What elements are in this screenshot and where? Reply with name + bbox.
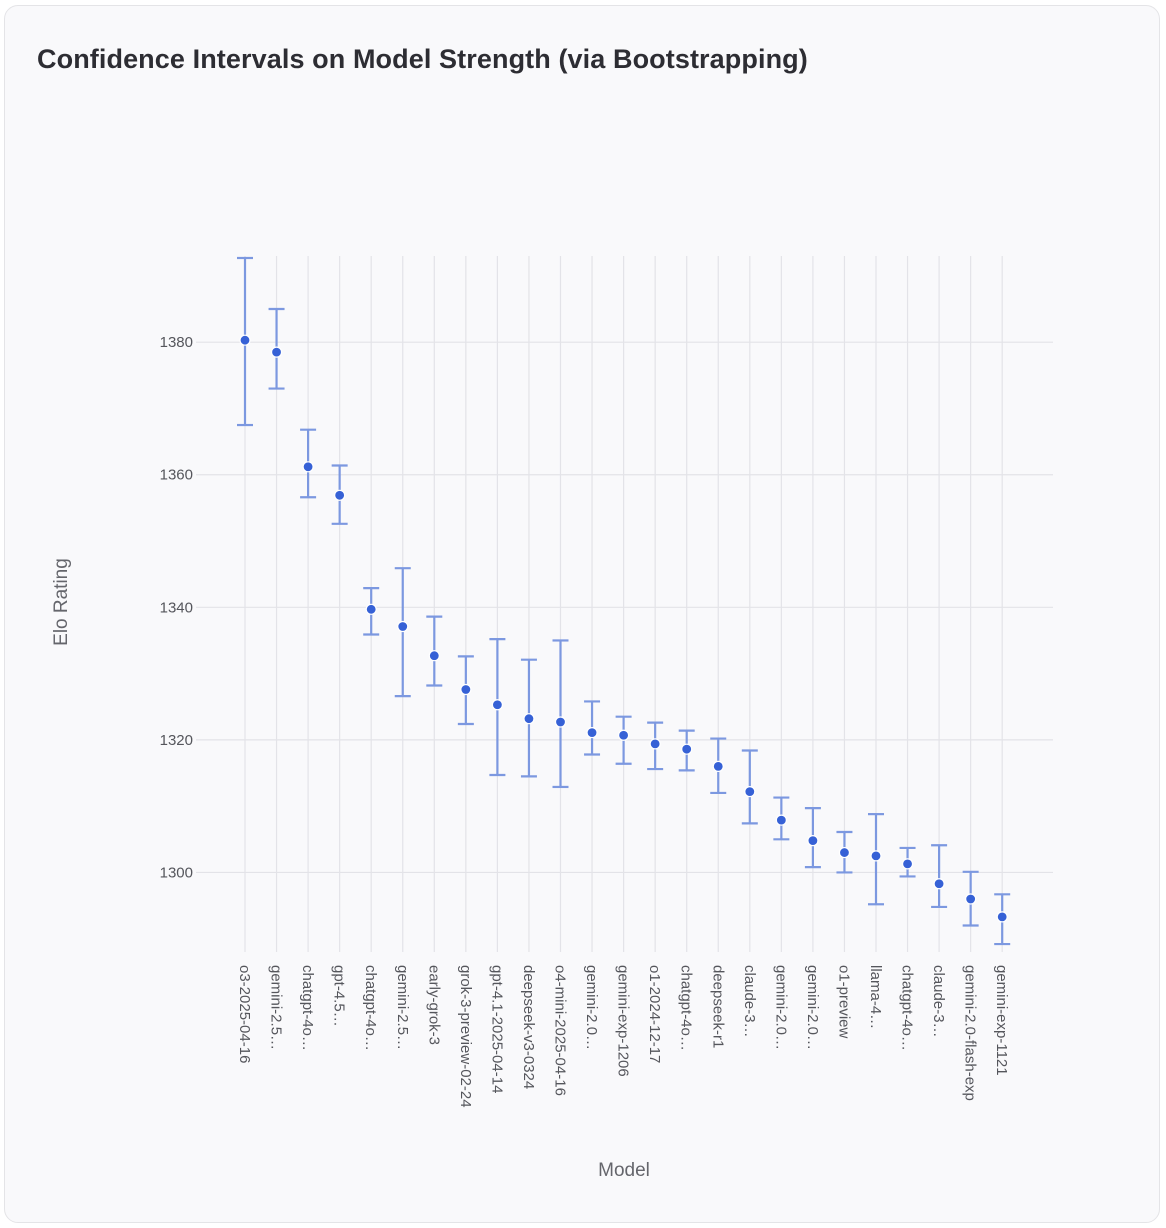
x-tick-label: gemini-2.0… xyxy=(772,965,789,1050)
data-point xyxy=(239,334,251,346)
y-tick-label: 1360 xyxy=(160,467,193,484)
y-tick-label: 1380 xyxy=(160,334,193,351)
x-tick-label: o4-mini-2025-04-16 xyxy=(552,965,569,1096)
y-axis-title: Elo Rating xyxy=(51,558,72,646)
x-tick-label: early-grok-3 xyxy=(425,965,442,1045)
x-tick-label: o1-2024-12-17 xyxy=(646,965,663,1063)
chart-card: Confidence Intervals on Model Strength (… xyxy=(4,5,1160,1223)
x-tick-label: grok-3-preview-02-24 xyxy=(457,965,474,1108)
y-tick-labels: 1300 1320 1340 1360 1380 xyxy=(160,334,193,881)
x-tick-label: claude-3… xyxy=(930,965,947,1038)
x-tick-label: chatgpt-4o… xyxy=(899,965,916,1051)
y-tick-label: 1320 xyxy=(160,732,193,749)
x-tick-label: deepseek-v3-0324 xyxy=(520,965,537,1089)
data-point xyxy=(586,726,598,739)
error-bar xyxy=(552,639,569,789)
data-point xyxy=(270,346,283,358)
data-point xyxy=(744,785,756,798)
x-tick-label: llama-4… xyxy=(867,965,884,1029)
data-points xyxy=(239,334,1008,923)
x-tick-label: chatgpt-4o… xyxy=(299,965,316,1051)
error-bar xyxy=(931,844,948,909)
y-tick-label: 1340 xyxy=(160,599,193,616)
data-point xyxy=(996,911,1008,923)
data-point xyxy=(838,846,851,859)
data-point xyxy=(302,461,314,473)
data-point xyxy=(523,713,535,725)
x-tick-label: o1-preview xyxy=(835,965,852,1039)
x-tick-label: gemini-exp-1206 xyxy=(615,965,632,1077)
x-axis-title: Model xyxy=(598,1160,650,1181)
y-tick-label: 1300 xyxy=(160,864,193,881)
x-tick-label: o3-2025-04-16 xyxy=(236,965,253,1063)
data-point xyxy=(397,620,409,633)
x-tick-label: gpt-4.5… xyxy=(331,965,348,1027)
data-point xyxy=(491,699,503,711)
x-tick-label: gemini-2.0… xyxy=(583,965,600,1050)
x-tick-label: gpt-4.1-2025-04-14 xyxy=(488,965,505,1093)
x-tick-label: gemini-2.5… xyxy=(268,965,285,1050)
data-point xyxy=(870,850,882,862)
data-point xyxy=(334,489,346,501)
x-tick-label: claude-3… xyxy=(741,965,758,1038)
x-tick-label: gemini-2.0-flash-exp xyxy=(962,965,979,1101)
data-point xyxy=(712,760,724,773)
card-title: Confidence Intervals on Model Strength (… xyxy=(37,44,808,74)
data-point xyxy=(807,835,819,847)
x-tick-label: gemini-2.5… xyxy=(394,965,411,1050)
data-point xyxy=(775,814,787,826)
data-point xyxy=(428,650,440,662)
x-tick-label: chatgpt-4o… xyxy=(362,965,379,1051)
data-point xyxy=(933,878,945,890)
x-gridlines xyxy=(244,256,1003,952)
data-point xyxy=(901,858,914,870)
data-point xyxy=(965,893,977,905)
data-point xyxy=(681,743,693,755)
x-tick-label: gemini-exp-1121 xyxy=(993,965,1010,1076)
data-point xyxy=(554,716,567,728)
x-tick-label: gemini-2.0… xyxy=(804,965,821,1050)
x-tick-labels: o3-2025-04-16 gemini-2.5… chatgpt-4o… gpt-4… xyxy=(236,965,1010,1108)
x-tick-label: deepseek-r1 xyxy=(709,965,726,1048)
data-point xyxy=(649,738,661,750)
y-gridlines xyxy=(196,341,1053,874)
data-point xyxy=(365,603,377,615)
data-point xyxy=(460,683,472,696)
error-bar xyxy=(394,567,411,698)
data-point xyxy=(617,729,630,741)
x-tick-label: chatgpt-4o… xyxy=(678,965,695,1051)
